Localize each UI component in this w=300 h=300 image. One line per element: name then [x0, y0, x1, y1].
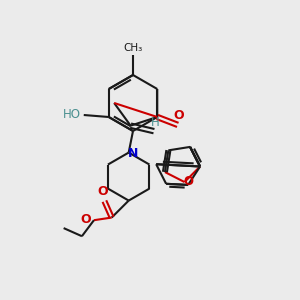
Text: CH₃: CH₃ [123, 43, 142, 53]
Text: O: O [173, 109, 184, 122]
Text: O: O [97, 185, 108, 198]
Text: N: N [128, 147, 138, 160]
Text: H: H [151, 116, 159, 129]
Text: HO: HO [63, 109, 81, 122]
Text: O: O [184, 175, 194, 188]
Text: O: O [80, 213, 91, 226]
